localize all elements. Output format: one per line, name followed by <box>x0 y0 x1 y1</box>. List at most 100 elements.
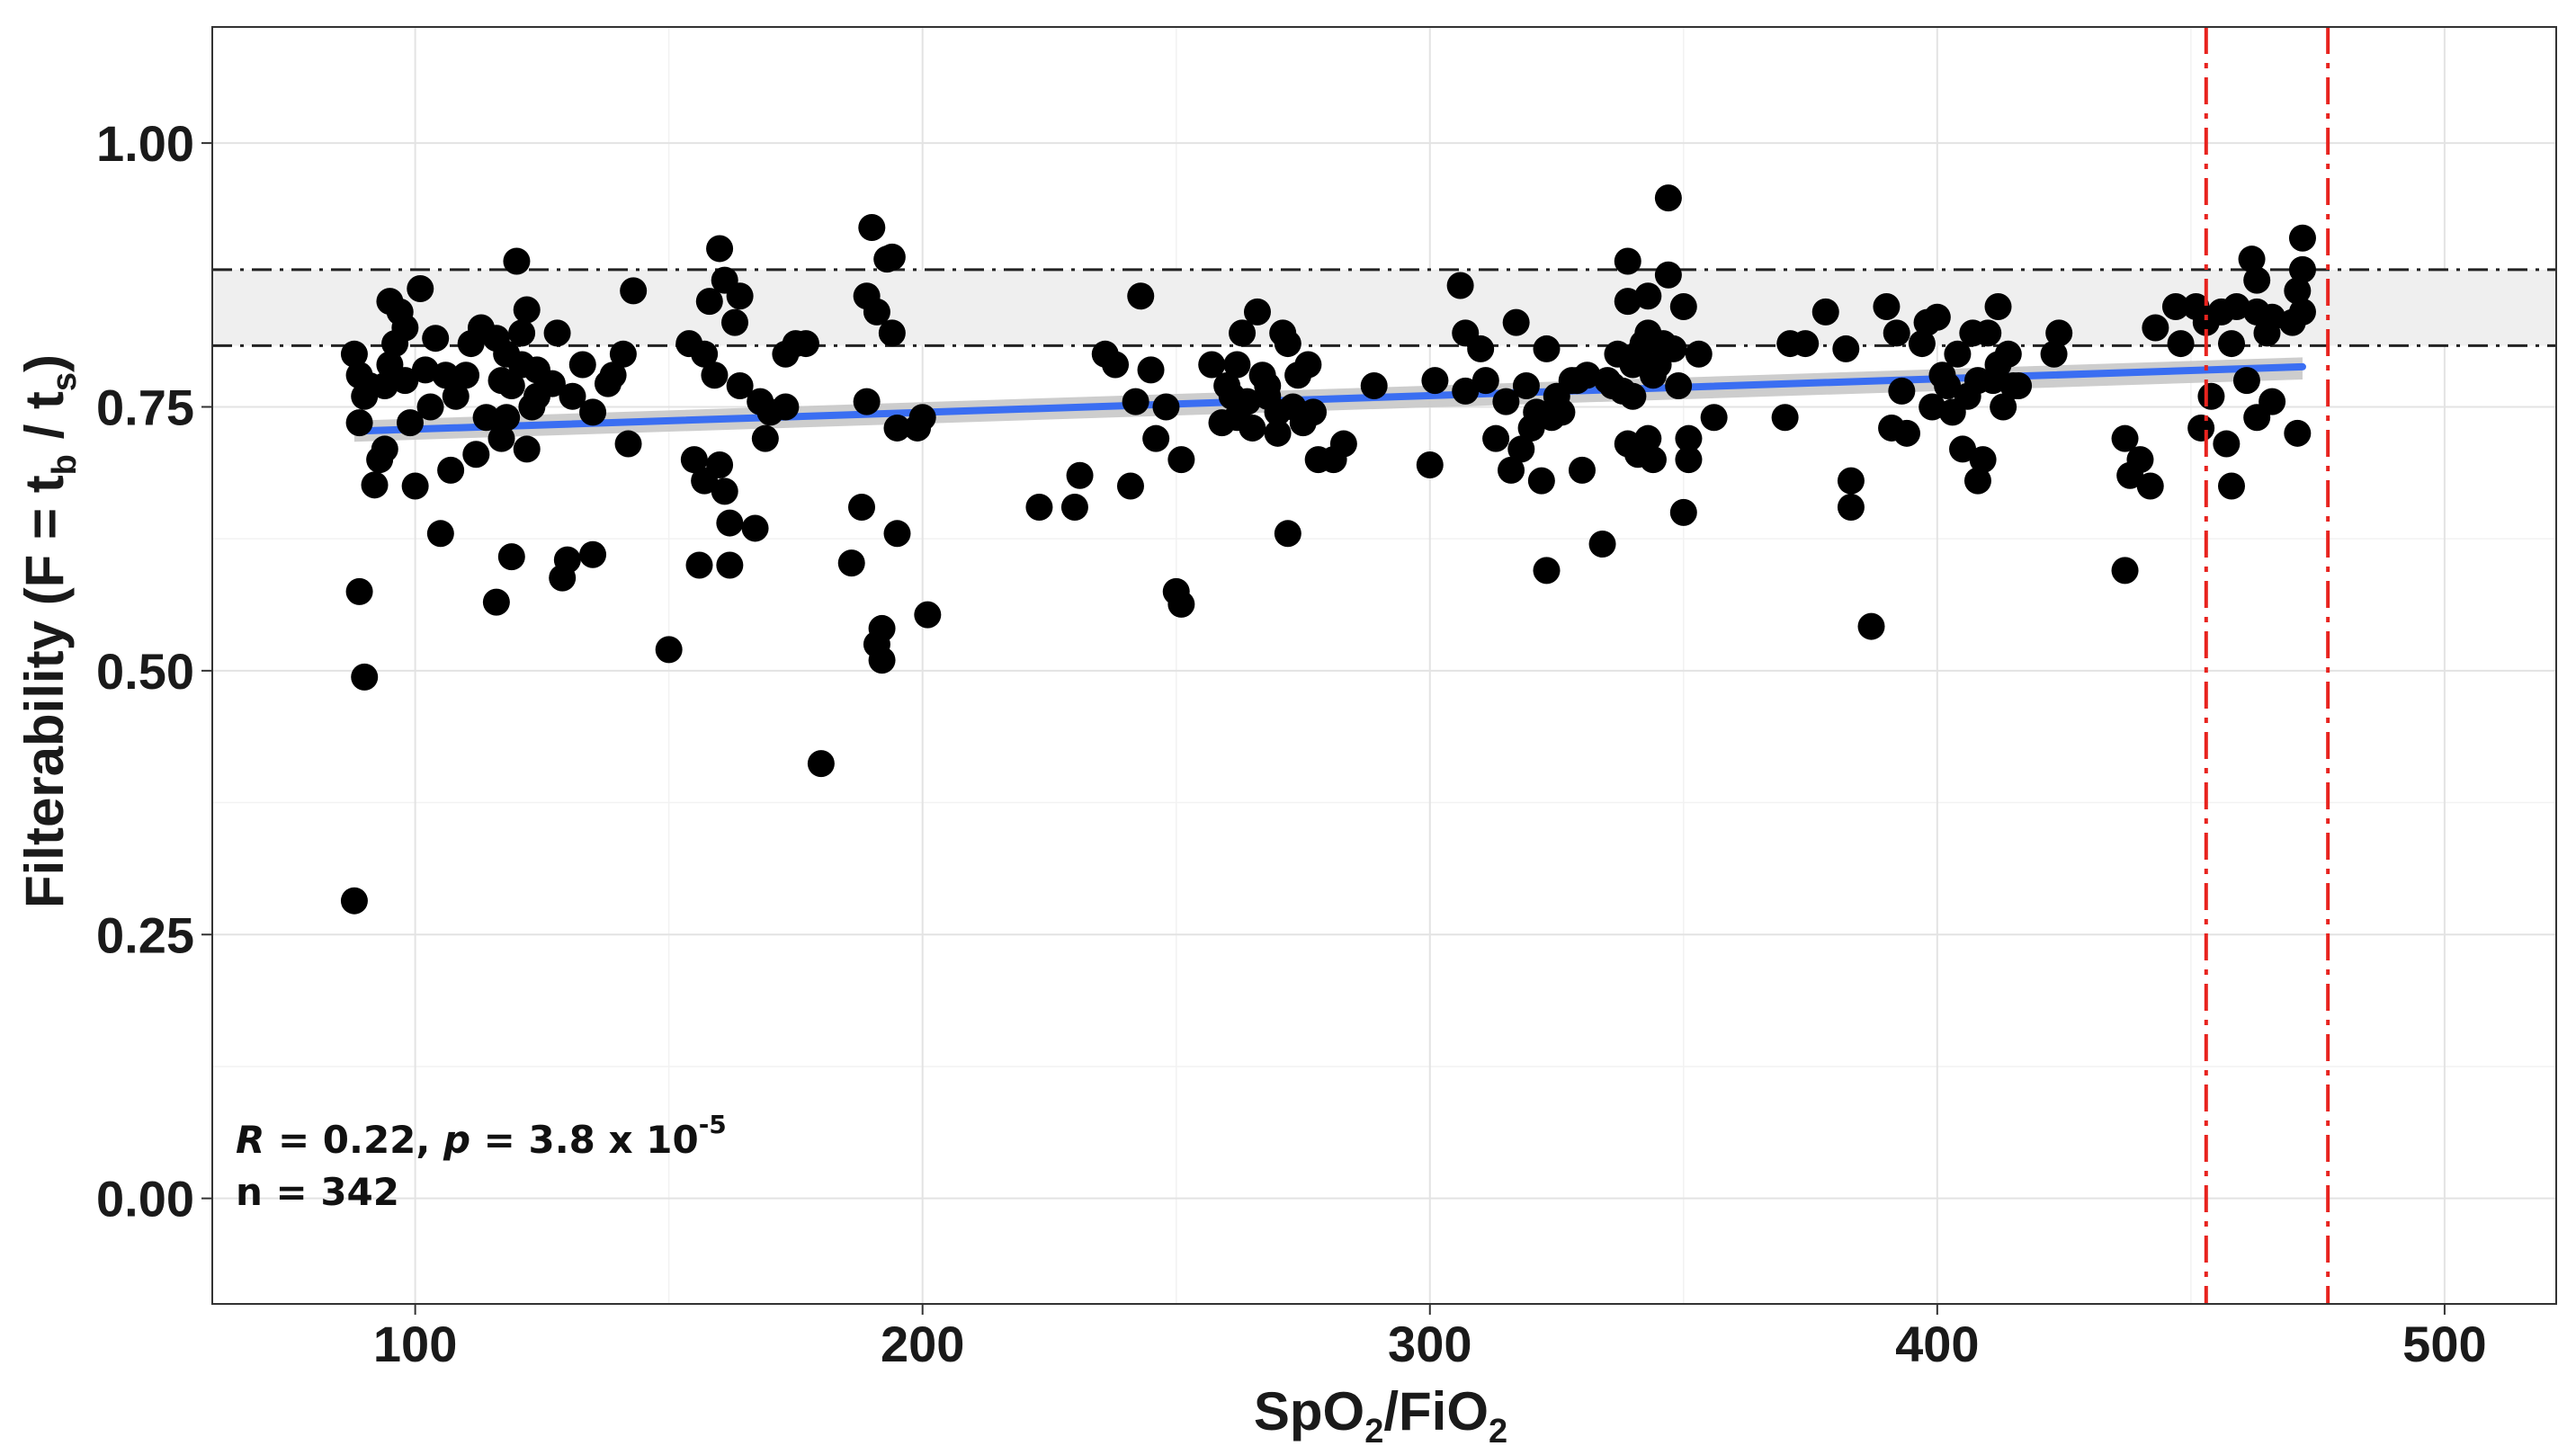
data-point <box>503 247 531 275</box>
data-point <box>2243 266 2271 294</box>
x-axis-title: SpO2/FiO2 <box>1254 1381 1507 1446</box>
data-point <box>493 404 521 432</box>
data-point <box>1588 531 1616 558</box>
data-point <box>711 478 738 505</box>
data-point <box>1300 398 1328 426</box>
data-point <box>878 319 906 347</box>
data-point <box>751 424 779 452</box>
data-point <box>1198 351 1226 379</box>
data-point <box>1329 430 1357 458</box>
threshold-lines <box>2204 27 2330 1304</box>
data-point <box>482 588 510 616</box>
data-point <box>371 435 398 463</box>
data-point <box>1167 446 1195 474</box>
data-point <box>1498 456 1525 484</box>
data-point <box>1963 467 1991 495</box>
data-point <box>2284 419 2312 447</box>
data-point <box>2045 319 2073 347</box>
data-point <box>1152 393 1180 421</box>
data-point <box>553 546 581 574</box>
data-point <box>868 614 896 642</box>
data-point <box>345 577 373 605</box>
x-tick-label: 100 <box>373 1316 457 1372</box>
data-point <box>1614 247 1641 275</box>
correlation-annotation: R = 0.22, p = 3.8 x 10-5 <box>236 1110 727 1162</box>
data-point <box>1857 612 1885 640</box>
data-point <box>1416 451 1444 479</box>
data-point <box>2284 277 2312 305</box>
data-point <box>1923 303 1951 331</box>
data-point <box>391 314 419 342</box>
data-point <box>579 398 607 426</box>
data-point <box>599 362 627 389</box>
data-point <box>371 372 398 400</box>
data-point <box>1568 456 1596 484</box>
data-point <box>1675 446 1703 474</box>
data-point <box>391 367 419 395</box>
data-point <box>1654 261 1682 289</box>
data-point <box>497 543 525 571</box>
data-point <box>1502 308 1530 336</box>
data-point <box>559 382 586 410</box>
data-point <box>2288 298 2316 326</box>
x-tick-label: 500 <box>2402 1316 2486 1372</box>
data-point <box>361 471 389 499</box>
data-point <box>1507 435 1535 463</box>
data-point <box>1685 340 1713 368</box>
y-axis-title: Filterability (F = tb / ts) <box>14 354 84 908</box>
data-point <box>513 435 541 463</box>
data-point <box>1229 319 1257 347</box>
data-point <box>1533 557 1561 585</box>
data-point <box>1619 382 1647 410</box>
data-point <box>726 372 754 400</box>
data-point <box>1944 340 1972 368</box>
data-point <box>853 388 881 415</box>
data-point <box>720 308 748 336</box>
data-point <box>2288 224 2316 252</box>
data-point <box>726 282 754 310</box>
data-point <box>1233 388 1261 415</box>
data-point <box>1548 398 1576 426</box>
data-point <box>695 288 723 316</box>
y-tick-label: 0.25 <box>96 906 194 963</box>
data-point <box>1883 319 1910 347</box>
data-point <box>878 243 906 271</box>
data-point <box>2111 424 2139 452</box>
data-point <box>1274 520 1301 548</box>
data-point <box>883 414 911 442</box>
data-point <box>848 493 876 521</box>
data-point <box>1471 367 1499 395</box>
data-point <box>2040 340 2068 368</box>
data-point <box>2258 388 2286 415</box>
plot-border <box>211 26 2557 1305</box>
data-point <box>1421 367 1449 395</box>
data-point <box>716 509 744 537</box>
data-point <box>437 456 465 484</box>
data-point <box>1919 393 1946 421</box>
data-point <box>1294 351 1322 379</box>
data-point <box>351 663 379 691</box>
data-point <box>914 601 942 629</box>
data-point <box>609 340 637 368</box>
data-point <box>2288 255 2316 283</box>
data-point <box>1994 340 2022 368</box>
data-point <box>1614 288 1641 316</box>
data-point <box>2223 292 2250 320</box>
data-point <box>1969 446 1997 474</box>
data-point <box>691 340 719 368</box>
data-point <box>487 424 515 452</box>
data-point <box>1908 330 1936 358</box>
data-point <box>807 750 835 778</box>
data-point <box>1811 298 1839 326</box>
data-point <box>426 520 454 548</box>
data-point <box>1792 330 1820 358</box>
data-point <box>716 551 744 579</box>
data-point <box>340 340 368 368</box>
data-point <box>701 362 729 389</box>
data-point <box>1949 435 1977 463</box>
data-point <box>1837 493 1865 521</box>
data-point <box>1446 272 1474 299</box>
data-point <box>1239 414 1266 442</box>
data-point <box>614 430 642 458</box>
data-point <box>2217 472 2245 500</box>
